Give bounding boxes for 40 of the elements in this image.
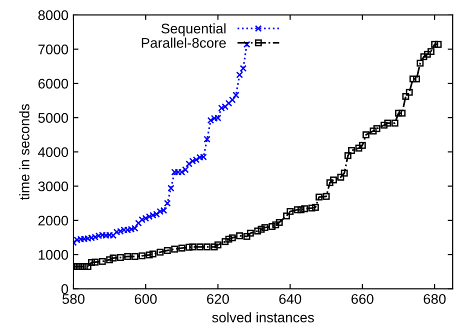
x-axis-title: solved instances	[212, 312, 314, 322]
point	[218, 104, 226, 112]
point	[149, 212, 156, 219]
x-tick-label: 660	[352, 294, 374, 304]
x-tick-label: 580	[62, 294, 85, 304]
y-tick-label: 6000	[38, 78, 68, 89]
y-tick-label: 8000	[38, 10, 68, 20]
legend-label: Sequential	[161, 23, 226, 36]
point	[228, 96, 236, 104]
point	[164, 200, 171, 207]
x-tick-label: 600	[134, 294, 157, 304]
point	[210, 114, 218, 122]
point	[135, 220, 142, 227]
y-tick-label: 0	[61, 284, 68, 294]
y-tick-label: 1000	[38, 250, 68, 260]
point	[168, 184, 174, 192]
point	[204, 136, 211, 143]
point	[222, 103, 229, 110]
y-tick-label: 5000	[38, 112, 68, 123]
x-tick-label: 640	[279, 294, 302, 304]
point	[196, 154, 204, 161]
x-tick-label: 620	[207, 294, 229, 304]
y-tick-label: 4000	[38, 147, 68, 158]
x-tick-label: 680	[424, 294, 446, 304]
point	[236, 71, 244, 78]
y-tick-label: 7000	[38, 44, 68, 54]
point	[243, 40, 250, 48]
point	[138, 216, 146, 224]
point	[156, 208, 164, 215]
point	[189, 158, 196, 165]
point	[225, 100, 232, 107]
point	[160, 206, 168, 214]
point	[232, 92, 240, 99]
point	[186, 160, 193, 168]
legend-label: Parallel-8core	[142, 38, 226, 48]
y-tick-label: 2000	[38, 216, 68, 226]
y-tick-label: 3000	[38, 181, 68, 192]
point	[142, 214, 150, 222]
y-axis-title: time in seconds	[19, 104, 30, 200]
point	[240, 64, 247, 72]
